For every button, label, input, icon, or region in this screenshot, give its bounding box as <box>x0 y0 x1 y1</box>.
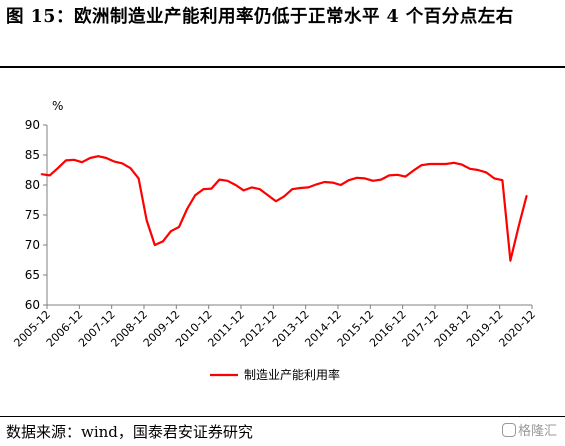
data-point <box>275 200 277 203</box>
data-point <box>56 167 59 170</box>
data-point <box>89 157 91 159</box>
data-point <box>145 219 148 222</box>
y-tick-label: 90 <box>25 118 40 132</box>
data-point <box>444 163 447 165</box>
series-layer <box>40 155 528 262</box>
data-point <box>178 226 180 228</box>
data-point <box>121 162 124 165</box>
data-point <box>81 161 83 164</box>
data-point <box>469 167 471 170</box>
x-axis: 2005-122006-122007-122008-122009-122010-… <box>11 304 538 350</box>
data-point <box>73 158 75 161</box>
y-tick-label: 65 <box>25 268 40 282</box>
data-point <box>97 155 100 158</box>
data-point <box>315 183 318 186</box>
data-point <box>307 186 310 189</box>
data-point <box>202 188 205 191</box>
data-point <box>291 188 294 191</box>
data-point <box>105 157 108 159</box>
series-line <box>41 155 528 262</box>
data-point <box>137 177 140 180</box>
y-tick-label: 75 <box>25 208 40 222</box>
data-point <box>428 163 431 165</box>
data-point <box>234 184 237 186</box>
data-point <box>40 173 43 176</box>
data-point <box>517 226 520 228</box>
data-point <box>129 167 132 170</box>
data-point <box>436 163 439 165</box>
data-point <box>364 177 366 180</box>
data-point <box>412 169 415 172</box>
data-point <box>461 163 463 166</box>
data-point <box>347 179 350 182</box>
data-point <box>65 159 67 162</box>
data-point <box>477 169 479 171</box>
source-note: 数据来源：wind，国泰君安证券研究 <box>6 423 253 441</box>
data-point <box>226 179 229 182</box>
data-point <box>218 178 221 181</box>
data-point <box>339 184 342 186</box>
legend-label: 制造业产能利用率 <box>244 367 340 382</box>
data-point <box>493 177 496 180</box>
watermark-text: 格隆汇 <box>517 424 557 439</box>
data-point <box>453 161 455 164</box>
data-point <box>323 181 326 183</box>
data-point <box>380 178 382 181</box>
data-point <box>153 244 156 246</box>
watermark-logo-icon <box>501 423 516 437</box>
legend: 制造业产能利用率 <box>210 367 340 382</box>
data-point <box>186 208 189 210</box>
watermark: 格隆汇 <box>501 420 557 439</box>
data-point <box>356 176 358 179</box>
source-divider <box>0 416 565 417</box>
y-tick-label: 80 <box>25 178 40 192</box>
data-point <box>283 195 285 198</box>
data-point <box>210 187 213 190</box>
data-point <box>372 179 374 182</box>
data-point <box>48 174 51 177</box>
data-point <box>331 181 334 184</box>
title-divider <box>0 66 565 68</box>
data-point <box>194 194 197 197</box>
data-point <box>525 194 528 197</box>
data-point <box>404 175 407 178</box>
data-point <box>509 259 512 262</box>
data-point <box>501 179 504 182</box>
y-tick-label: 60 <box>25 298 40 312</box>
data-point <box>170 230 172 233</box>
data-point <box>259 188 261 191</box>
data-point <box>485 171 488 174</box>
data-point <box>242 189 245 192</box>
data-point <box>299 187 302 189</box>
figure-title: 图 15：欧洲制造业产能利用率仍低于正常水平 4 个百分点左右 <box>6 7 514 27</box>
data-point <box>113 160 116 163</box>
data-point <box>388 174 391 177</box>
data-point <box>420 164 423 167</box>
data-point <box>250 186 253 189</box>
y-axis: 60 65 70 75 80 85 90 <box>25 118 48 312</box>
data-point <box>162 240 164 243</box>
data-point <box>267 194 269 197</box>
y-tick-label: 70 <box>25 238 40 252</box>
y-axis-label: % <box>52 99 63 113</box>
data-point <box>396 173 399 176</box>
y-tick-label: 85 <box>25 148 40 162</box>
